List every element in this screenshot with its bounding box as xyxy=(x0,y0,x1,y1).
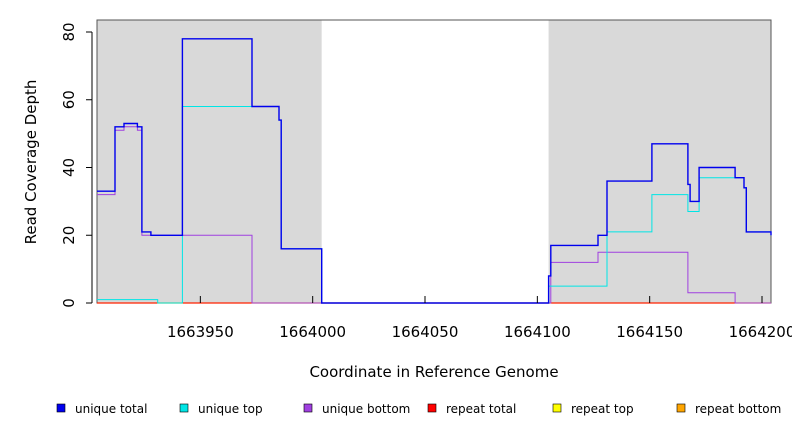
legend-swatch-repeat-total xyxy=(427,403,437,413)
x-axis: 1663950 1664000 1664050 1664100 1664150 16642… xyxy=(167,296,792,341)
shaded-regions xyxy=(97,20,771,303)
x-tick-label: 1664050 xyxy=(392,323,459,341)
x-tick-label: 1663950 xyxy=(167,323,234,341)
x-axis-title: Coordinate in Reference Genome xyxy=(309,363,558,381)
x-tick-label: 1664150 xyxy=(616,323,683,341)
shaded-region-2 xyxy=(548,20,771,303)
y-axis-title: Read Coverage Depth xyxy=(22,80,40,245)
series-line-unique-total xyxy=(97,38,772,304)
y-tick-label: 60 xyxy=(60,90,78,109)
legend-label-unique-top: unique top xyxy=(198,402,263,416)
shaded-region-1 xyxy=(97,20,322,303)
y-tick-label: 80 xyxy=(60,22,78,41)
y-axis: 0 20 40 60 80 xyxy=(60,22,93,308)
legend-swatch-unique-top xyxy=(179,403,189,413)
legend: unique total unique top unique bottom repea… xyxy=(56,402,781,416)
legend-label-repeat-top: repeat top xyxy=(571,402,634,416)
series-lines xyxy=(97,38,772,304)
legend-label-repeat-total: repeat total xyxy=(446,402,516,416)
y-tick-label: 40 xyxy=(60,158,78,177)
y-tick-label: 20 xyxy=(60,226,78,245)
legend-swatch-unique-bottom xyxy=(303,403,313,413)
legend-swatch-repeat-bottom xyxy=(676,403,686,413)
legend-swatch-repeat-top xyxy=(552,403,562,413)
x-tick-label: 1664200 xyxy=(729,323,792,341)
x-tick-label: 1664100 xyxy=(504,323,571,341)
y-tick-label: 0 xyxy=(60,298,78,308)
legend-label-unique-total: unique total xyxy=(75,402,147,416)
legend-swatch-unique-total xyxy=(56,403,66,413)
x-tick-label: 1664000 xyxy=(279,323,346,341)
legend-label-unique-bottom: unique bottom xyxy=(322,402,410,416)
legend-label-repeat-bottom: repeat bottom xyxy=(695,402,781,416)
